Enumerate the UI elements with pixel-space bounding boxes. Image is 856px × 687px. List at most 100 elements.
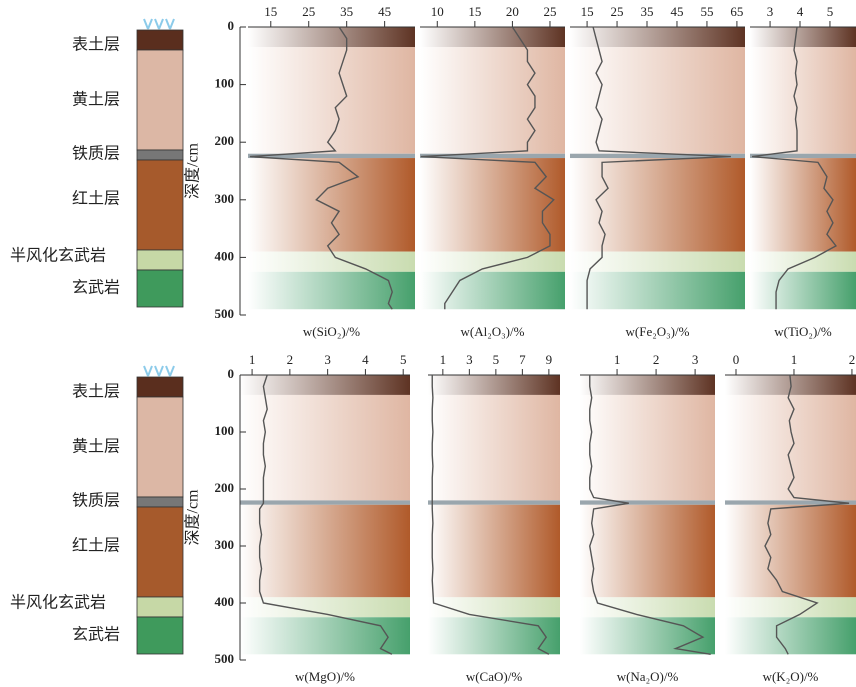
soil-column-layer [137,497,183,507]
layer-band [580,617,715,654]
x-axis-label: w(Al₂O₃)/% [461,324,525,339]
x-tick-label: 2 [653,352,660,367]
y-tick-label: 100 [215,76,235,91]
x-tick-label: 4 [797,4,804,19]
layer-band [570,252,745,272]
x-tick-label: 45 [670,4,683,19]
y-tick-label: 300 [215,537,235,552]
x-tick-label: 35 [340,4,353,19]
layer-band [725,597,856,617]
x-tick-label: 25 [543,4,556,19]
layer-label: 铁质层 [72,492,120,510]
layer-band [248,252,415,272]
x-tick-label: 25 [611,4,624,19]
y-tick-label: 200 [215,480,235,495]
grass-icon [144,19,152,29]
layer-band [570,47,745,154]
layer-band [570,272,745,309]
layer-band [750,252,856,272]
x-axis-label: w(CaO)/% [466,669,522,684]
soil-column-layer [137,377,183,397]
x-axis-label: w(MgO)/% [295,669,355,684]
layer-band [420,47,565,154]
layer-band [240,395,410,500]
layer-band [240,617,410,654]
layer-band [248,47,415,154]
layer-band [420,27,565,47]
soil-column-layer [137,150,183,160]
layer-band [750,272,856,309]
x-tick-label: 65 [730,4,743,19]
layer-band [580,505,715,598]
iron-layer [240,500,410,504]
y-axis-label: 深度/cm [184,142,202,199]
x-tick-label: 2 [849,352,856,367]
y-tick-label: 400 [215,594,235,609]
layer-band [248,27,415,47]
soil-column-layer [137,160,183,250]
grass-icon [144,366,152,376]
iron-layer [428,500,560,504]
layer-label: 红土层 [72,537,120,555]
layer-band [428,505,560,598]
layer-label: 铁质层 [72,145,120,163]
soil-column-layer [137,617,183,654]
layer-label: 半风化玄武岩 [10,247,106,265]
x-tick-label: 0 [733,352,740,367]
soil-column-layer [137,597,183,617]
x-tick-label: 7 [519,352,526,367]
layer-label: 半风化玄武岩 [10,594,106,612]
x-tick-label: 15 [581,4,594,19]
layer-label: 玄武岩 [72,279,120,297]
x-tick-label: 25 [302,4,315,19]
layer-band [750,158,856,252]
layer-band [580,597,715,617]
x-tick-label: 15 [264,4,277,19]
x-tick-label: 2 [287,352,294,367]
layer-band [725,505,856,598]
y-tick-label: 200 [215,133,235,148]
y-tick-label: 300 [215,191,235,206]
soil-column-layer [137,507,183,597]
x-axis-label: w(K₂O)/% [763,669,819,684]
x-tick-label: 3 [466,352,473,367]
grass-icon [166,366,174,376]
grass-icon [155,366,163,376]
y-tick-label: 0 [228,366,235,381]
x-axis-label: w(TiO₂)/% [774,324,832,339]
x-tick-label: 9 [546,352,553,367]
x-axis-label: w(SiO₂)/% [303,324,360,339]
x-tick-label: 3 [767,4,774,19]
layer-label: 表土层 [72,383,120,401]
layer-band [420,252,565,272]
y-tick-label: 500 [215,306,235,321]
layer-label: 玄武岩 [72,626,120,644]
layer-label: 黄土层 [72,91,120,109]
layer-band [580,375,715,395]
layer-band [750,47,856,154]
layer-label: 黄土层 [72,438,120,456]
x-tick-label: 3 [324,352,331,367]
soil-column-layer [137,250,183,270]
x-tick-label: 5 [827,4,834,19]
x-axis-label: w(Na₂O)/% [617,669,679,684]
layer-band [248,272,415,309]
x-tick-label: 15 [468,4,481,19]
layer-band [580,395,715,500]
x-tick-label: 1 [791,352,798,367]
y-axis-label: 深度/cm [184,489,202,546]
x-tick-label: 4 [362,352,369,367]
soil-column-layer [137,397,183,497]
x-tick-label: 1 [614,352,621,367]
grass-icon [155,19,163,29]
x-tick-label: 45 [378,4,391,19]
x-tick-label: 55 [700,4,713,19]
x-tick-label: 3 [692,352,699,367]
layer-label: 红土层 [72,190,120,208]
grass-icon [166,19,174,29]
x-tick-label: 5 [493,352,500,367]
layer-band [428,375,560,395]
x-tick-label: 20 [506,4,519,19]
layer-band [725,617,856,654]
soil-column-layer [137,50,183,150]
